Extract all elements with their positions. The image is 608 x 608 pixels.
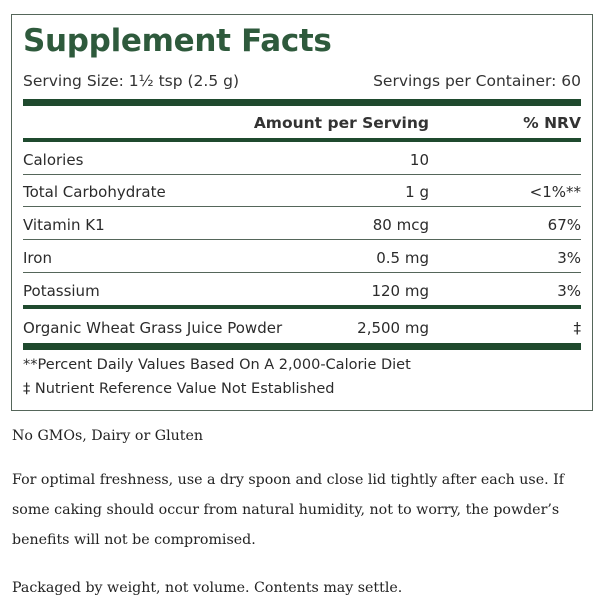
nutrient-name: Vitamin K1 — [23, 216, 105, 234]
serving-info: Serving Size: 1½ tsp (2.5 g) Servings pe… — [23, 72, 581, 90]
nutrient-name: Iron — [23, 249, 52, 267]
thick-divider — [23, 343, 581, 350]
nutrient-nrv: 3% — [557, 282, 581, 300]
allergen-note: No GMOs, Dairy or Gluten — [12, 428, 204, 444]
nutrient-row: Calories 10 — [23, 148, 581, 170]
nutrient-amount: 80 mcg — [372, 216, 429, 234]
row-divider — [23, 206, 581, 207]
nutrient-row: Potassium 120 mg 3% — [23, 279, 581, 301]
thick-divider — [23, 99, 581, 106]
nutrient-nrv: <1%** — [529, 183, 581, 201]
nutrient-amount: 120 mg — [371, 282, 429, 300]
nutrient-row: Vitamin K1 80 mcg 67% — [23, 213, 581, 235]
medium-divider — [23, 138, 581, 142]
footnote-daily-values: **Percent Daily Values Based On A 2,000-… — [23, 357, 411, 373]
serving-size: Serving Size: 1½ tsp (2.5 g) — [23, 72, 240, 90]
nrv-header: % NRV — [523, 114, 581, 132]
medium-divider — [23, 305, 581, 309]
amount-header: Amount per Serving — [253, 114, 429, 132]
nutrient-name: Total Carbohydrate — [23, 183, 166, 201]
nutrient-nrv: 67% — [547, 216, 581, 234]
nutrient-amount: 0.5 mg — [376, 249, 429, 267]
row-divider — [23, 272, 581, 273]
nutrient-row: Total Carbohydrate 1 g <1%** — [23, 180, 581, 202]
nutrient-nrv: 3% — [557, 249, 581, 267]
nutrient-amount: 1 g — [405, 183, 429, 201]
nutrient-name: Calories — [23, 151, 84, 169]
column-header: Amount per Serving % NRV — [23, 111, 581, 135]
nutrient-row: Iron 0.5 mg 3% — [23, 246, 581, 268]
nutrient-amount: 10 — [409, 151, 429, 169]
servings-per-container: Servings per Container: 60 — [373, 72, 581, 90]
panel-title: Supplement Facts — [23, 23, 332, 59]
nutrient-name: Potassium — [23, 282, 100, 300]
packaging-note: Packaged by weight, not volume. Contents… — [12, 580, 403, 596]
nutrient-name: Organic Wheat Grass Juice Powder — [23, 319, 283, 337]
supplement-facts-panel: Supplement Facts Serving Size: 1½ tsp (2… — [11, 14, 593, 411]
row-divider — [23, 239, 581, 240]
freshness-note: For optimal freshness, use a dry spoon a… — [12, 472, 564, 548]
row-divider — [23, 174, 581, 175]
footnote-nrv: ‡ Nutrient Reference Value Not Establish… — [23, 381, 335, 397]
nutrient-amount: 2,500 mg — [357, 319, 429, 337]
nutrient-nrv: ‡ — [573, 319, 582, 337]
nutrient-row: Organic Wheat Grass Juice Powder 2,500 m… — [23, 316, 581, 338]
